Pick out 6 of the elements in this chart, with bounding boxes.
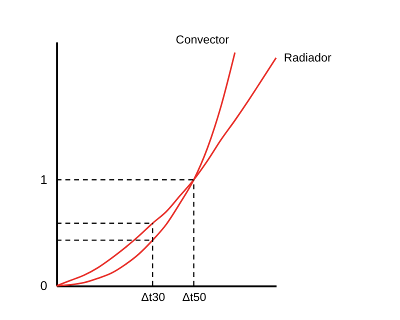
x-tick-label: Δt50: [182, 290, 207, 304]
series-label: Radiador: [284, 52, 332, 65]
y-tick-label: 0: [40, 279, 48, 294]
y-tick-label: 1: [40, 173, 48, 188]
x-tick-label: Δt30: [141, 290, 166, 304]
series-label: Convector: [176, 34, 230, 47]
